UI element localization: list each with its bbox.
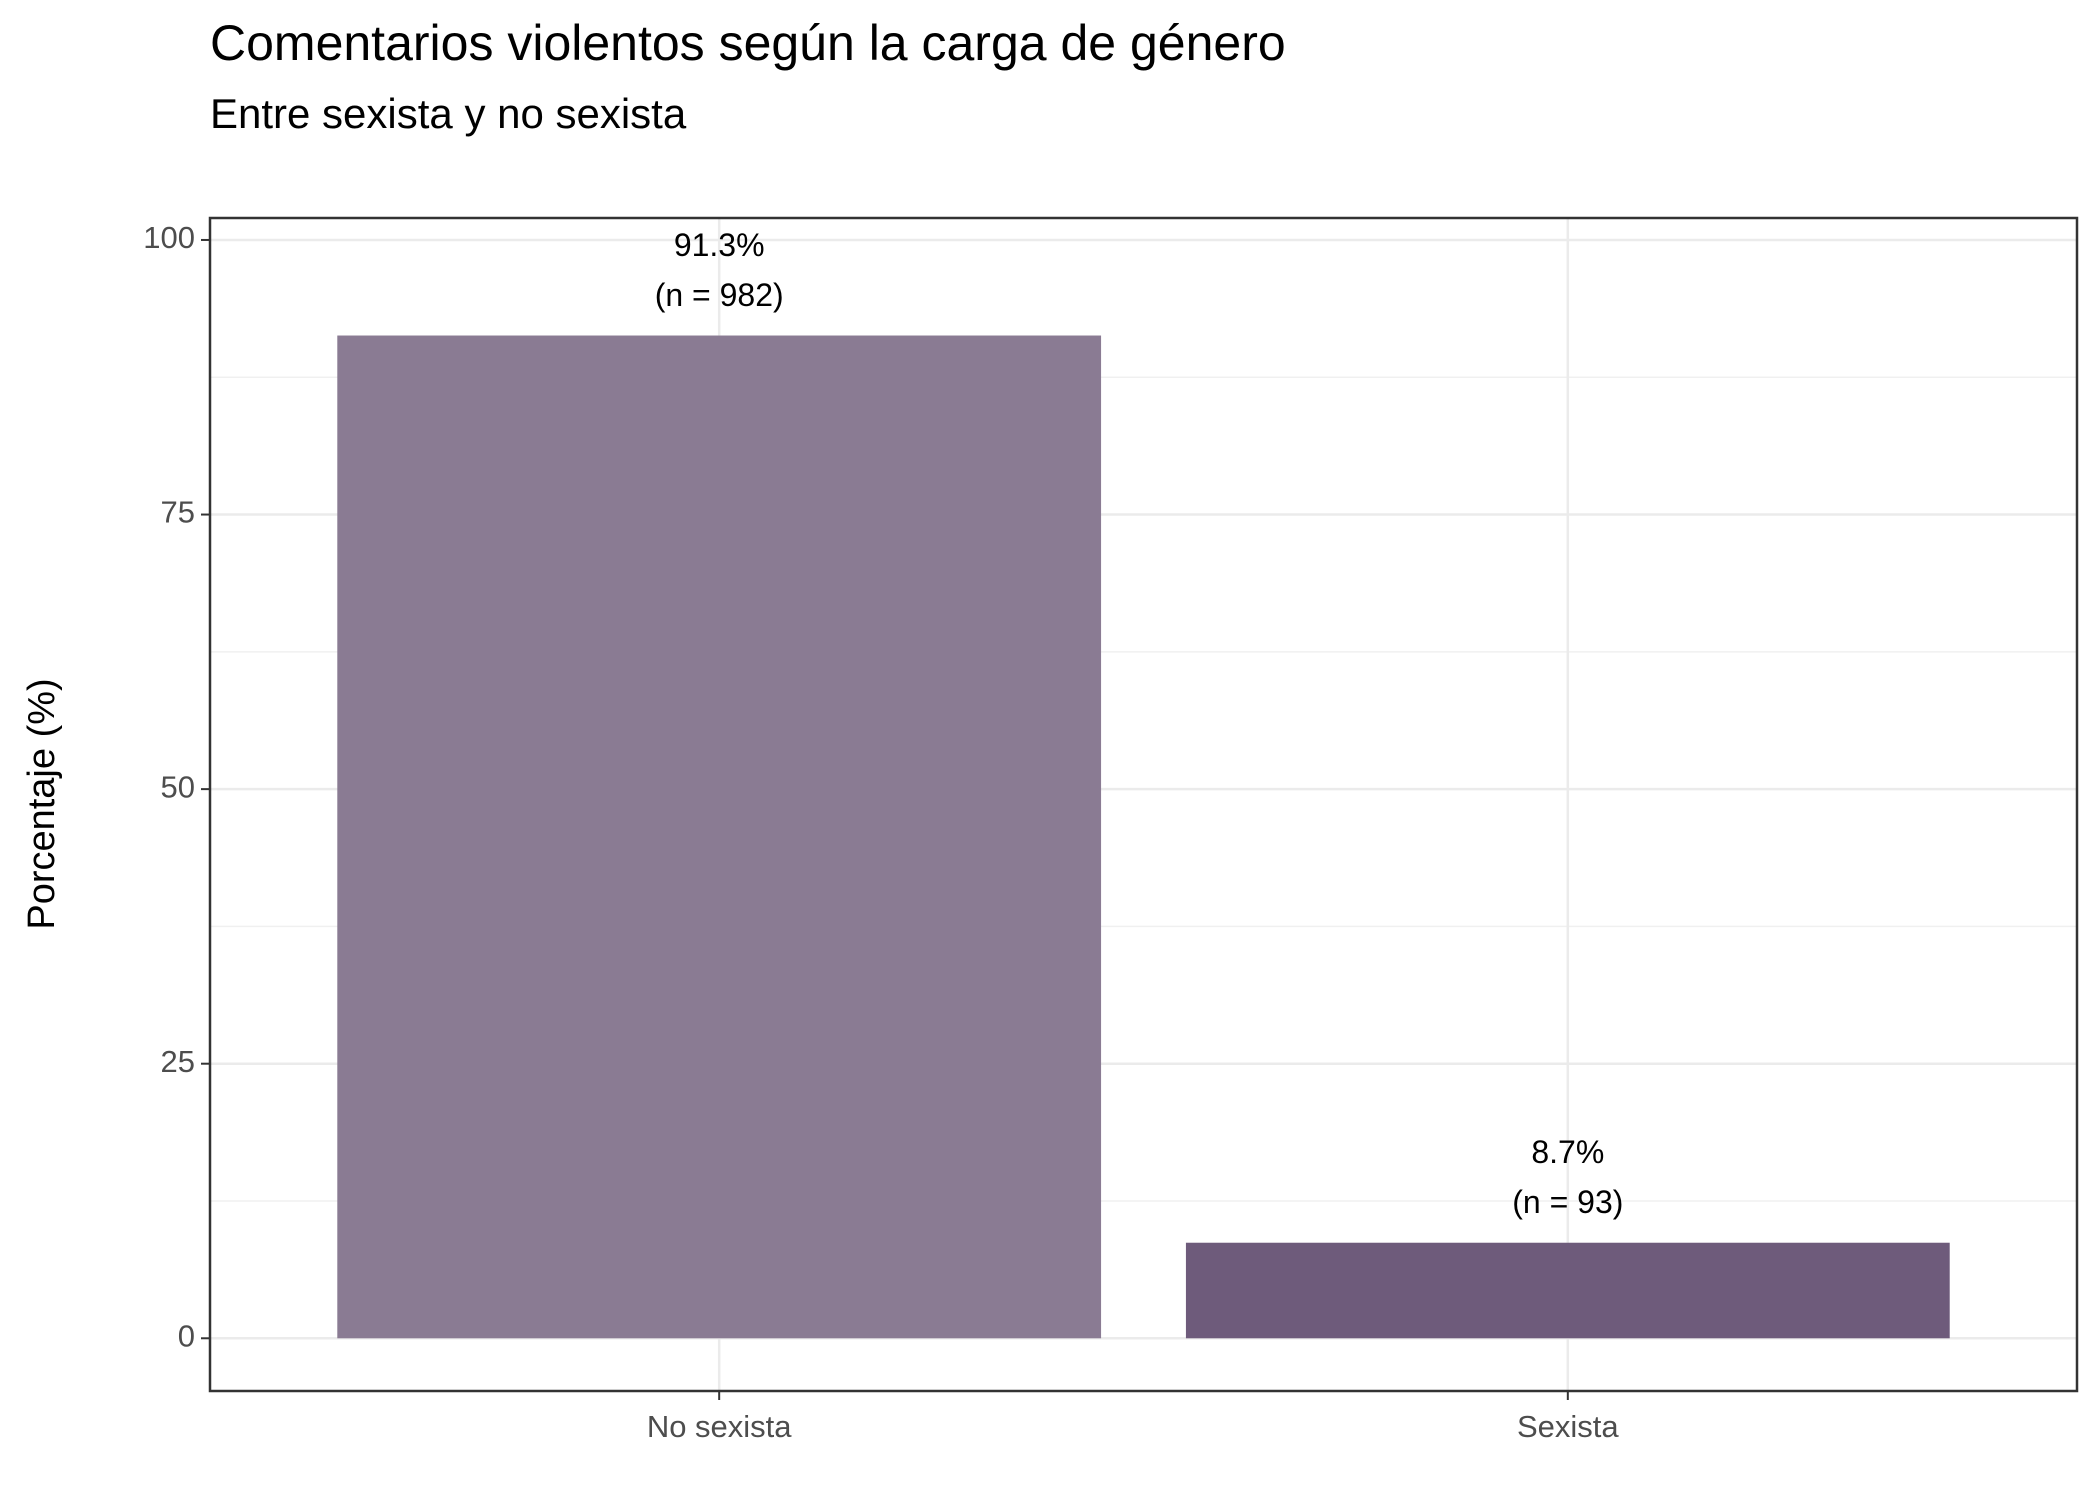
y-axis-title: Porcentaje (%) [21,678,63,929]
bar [337,335,1102,1339]
y-tick-label: 100 [143,220,195,255]
count-label: (n = 93) [1512,1184,1623,1220]
y-tick-label: 50 [161,769,195,804]
bar [1185,1242,1950,1339]
x-tick-label: No sexista [647,1409,792,1444]
y-tick-label: 75 [161,495,195,530]
panel-border [208,216,2079,1393]
value-label: 91.3% [674,227,765,263]
chart-subtitle: Entre sexista y no sexista [210,90,687,137]
value-label: 8.7% [1531,1134,1604,1170]
y-tick-label: 25 [161,1044,195,1079]
chart-title: Comentarios violentos según la carga de … [210,15,1286,71]
x-tick-label: Sexista [1517,1409,1619,1444]
count-label: (n = 982) [655,277,784,313]
y-tick-label: 0 [178,1318,195,1353]
